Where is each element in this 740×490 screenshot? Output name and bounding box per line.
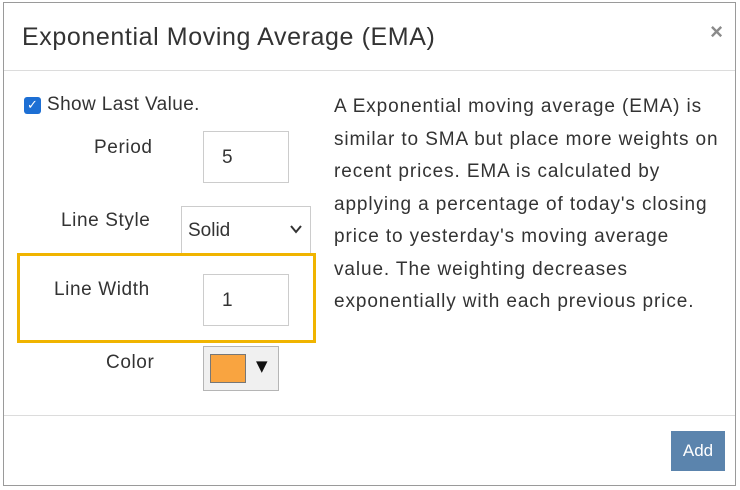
dialog-title: Exponential Moving Average (EMA) (22, 23, 436, 51)
line-width-label: Line Width (54, 279, 150, 300)
ema-dialog: Exponential Moving Average (EMA) × ✓ Sho… (3, 2, 736, 486)
period-label: Period (94, 137, 153, 158)
dialog-header: Exponential Moving Average (EMA) × (4, 3, 735, 71)
chevron-down-icon (290, 225, 302, 234)
close-icon[interactable]: × (710, 19, 723, 44)
period-input[interactable]: 5 (203, 131, 289, 183)
checkmark-icon[interactable]: ✓ (24, 96, 41, 114)
line-style-value: Solid (188, 220, 231, 241)
color-label: Color (106, 352, 155, 373)
line-style-select[interactable]: Solid (181, 206, 311, 256)
color-picker[interactable]: ▼ (203, 346, 279, 391)
show-last-value-checkbox[interactable]: ✓ Show Last Value. (24, 94, 200, 116)
line-width-highlight (17, 253, 316, 343)
line-width-input[interactable]: 1 (203, 274, 289, 326)
add-button[interactable]: Add (671, 431, 725, 471)
ema-description: A Exponential moving average (EMA) is si… (334, 96, 719, 312)
show-last-value-label: Show Last Value. (47, 94, 200, 115)
dropdown-arrow-icon: ▼ (256, 357, 268, 375)
line-style-label: Line Style (61, 210, 151, 231)
footer-divider (4, 415, 735, 416)
color-swatch (210, 354, 246, 383)
